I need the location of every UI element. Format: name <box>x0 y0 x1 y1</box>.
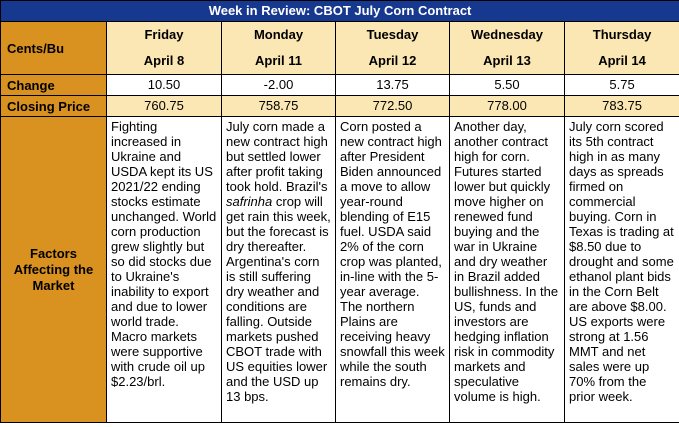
closing-price-row: Closing Price 760.75 758.75 772.50 778.0… <box>0 95 679 117</box>
day-date: April 13 <box>483 53 531 68</box>
closing-value-tuesday: 772.50 <box>335 95 450 117</box>
factors-row: Factors Affecting the Market Fighting in… <box>0 116 679 423</box>
day-header-friday: Friday April 8 <box>106 21 222 75</box>
day-header-tuesday: Tuesday April 12 <box>335 21 450 75</box>
factor-text-thursday: July corn scored its 5th contract high i… <box>563 116 679 423</box>
factor-text: crop will get rain this week, but the fo… <box>226 194 331 404</box>
day-date: April 11 <box>255 53 302 68</box>
change-value-wednesday: 5.50 <box>449 74 565 96</box>
day-name: Monday <box>253 27 304 42</box>
factor-text: July corn scored its 5th contract high i… <box>569 119 674 404</box>
change-value-friday: 10.50 <box>106 74 222 96</box>
days-header-row: Cents/Bu Friday April 8 Monday April 11 … <box>0 21 679 75</box>
closing-price-label: Closing Price <box>0 95 107 117</box>
day-name: Tuesday <box>366 27 419 42</box>
factor-text: Another day, another contract high for c… <box>454 119 559 404</box>
change-row: Change 10.50 -2.00 13.75 5.50 5.75 <box>0 74 679 96</box>
closing-value-wednesday: 778.00 <box>449 95 565 117</box>
day-name: Wednesday <box>470 27 543 42</box>
closing-value-friday: 760.75 <box>106 95 222 117</box>
change-label: Change <box>0 74 107 96</box>
day-name: Friday <box>144 27 184 42</box>
table-title: Week in Review: CBOT July Corn Contract <box>0 0 679 22</box>
change-value-tuesday: 13.75 <box>335 74 450 96</box>
factor-text-monday: July corn made a new contract high but s… <box>221 116 336 423</box>
day-header-thursday: Thursday April 14 <box>563 21 679 75</box>
factors-label: Factors Affecting the Market <box>0 116 107 423</box>
title-row: Week in Review: CBOT July Corn Contract <box>0 0 679 22</box>
factor-text: Corn posted a new contract high after Pr… <box>340 119 445 389</box>
factor-text-italic: safrinha <box>226 194 273 209</box>
factor-text-tuesday: Corn posted a new contract high after Pr… <box>335 116 450 423</box>
closing-value-thursday: 783.75 <box>563 95 679 117</box>
day-name: Thursday <box>592 27 652 42</box>
factor-text-friday: Fighting increased in Ukraine and USDA k… <box>106 116 222 423</box>
factor-text-wednesday: Another day, another contract high for c… <box>449 116 565 423</box>
day-date: April 8 <box>143 53 185 68</box>
change-value-monday: -2.00 <box>221 74 336 96</box>
factor-text: Fighting increased in Ukraine and USDA k… <box>111 119 217 389</box>
day-header-monday: Monday April 11 <box>221 21 336 75</box>
factor-text: July corn made a new contract high but s… <box>226 119 328 194</box>
day-header-wednesday: Wednesday April 13 <box>449 21 565 75</box>
day-date: April 14 <box>598 53 646 68</box>
change-value-thursday: 5.75 <box>563 74 679 96</box>
unit-label: Cents/Bu <box>0 21 107 75</box>
day-date: April 12 <box>368 53 417 68</box>
closing-value-monday: 758.75 <box>221 95 336 117</box>
